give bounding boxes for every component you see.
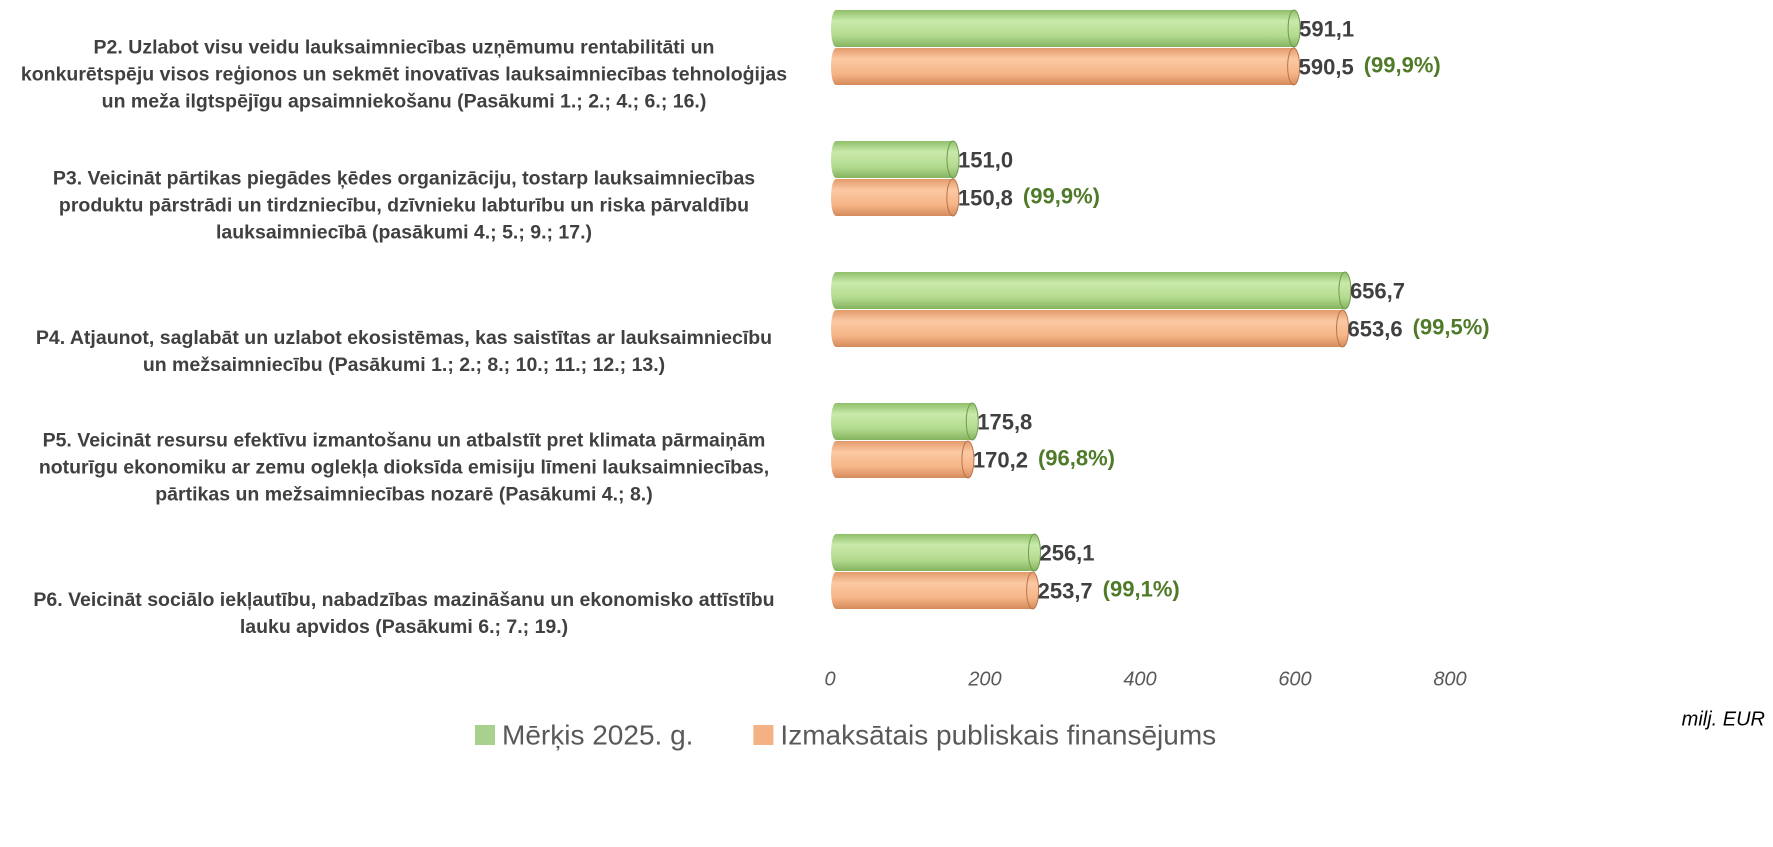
bar-start-cap [831,534,841,571]
value-label: 256,1 [1039,540,1094,565]
value-label: 591,1 [1299,16,1354,41]
value-label: 151,0 [958,147,1013,172]
value-label: 656,7 [1350,278,1405,303]
legend-swatch [753,725,774,745]
percent-label: (99,5%) [1413,314,1490,339]
axis-unit: milj. EUR [1682,708,1765,730]
legend-swatch [475,725,495,745]
x-tick-label: 200 [967,668,1001,690]
bar [836,179,953,216]
bar [836,141,954,178]
bar-start-cap [831,141,841,178]
value-label: 590,5 [1299,54,1354,79]
legend-label: Mērķis 2025. g. [502,719,693,750]
bar-start-cap [831,441,841,478]
bar [836,10,1295,47]
bar [836,403,973,440]
percent-label: (99,9%) [1364,52,1441,77]
value-label: 150,8 [958,185,1013,210]
category-label: P4. Atjaunot, saglabāt un uzlabot ekosis… [35,327,773,376]
x-tick-label: 0 [824,668,835,690]
bar-end-cap [1338,271,1352,310]
category-label: P5. Veicināt resursu efektīvu izmantošan… [38,429,770,506]
legend-label: Izmaksātais publiskais finansējums [780,719,1216,750]
value-label: 170,2 [973,447,1028,472]
bar-end-cap [1287,9,1301,48]
x-tick-label: 600 [1278,668,1311,690]
bar [836,534,1035,571]
bar-start-cap [831,572,841,609]
bar-end-cap [961,440,975,479]
bar-start-cap [831,272,841,309]
bar-end-cap [1027,533,1041,572]
bar-end-cap [1287,47,1301,86]
category-label: P6. Veicināt sociālo iekļautību, nabadzī… [33,589,775,638]
bar-end-cap [946,140,960,179]
bar-end-cap [1026,571,1040,610]
bar [836,441,968,478]
bar-end-cap [946,178,960,217]
percent-label: (99,9%) [1023,183,1100,208]
category-label: P2. Uzlabot visu veidu lauksaimniecības … [20,36,788,113]
bar-start-cap [831,10,841,47]
percent-label: (96,8%) [1038,445,1115,470]
value-label: 653,6 [1348,316,1403,341]
bar-start-cap [831,179,841,216]
value-label: 175,8 [977,409,1032,434]
category-label: P3. Veicināt pārtikas piegādes ķēdes org… [52,167,756,244]
bar-start-cap [831,48,841,85]
bar-start-cap [831,310,841,347]
bar [836,272,1345,309]
bar-end-cap [1336,309,1350,348]
bar-end-cap [965,402,979,441]
bar [836,572,1033,609]
bar-start-cap [831,403,841,440]
x-tick-label: 400 [1123,668,1156,690]
x-tick-label: 800 [1433,668,1466,690]
bar [836,310,1343,347]
percent-label: (99,1%) [1103,576,1180,601]
bar [836,48,1294,85]
value-label: 253,7 [1038,578,1093,603]
